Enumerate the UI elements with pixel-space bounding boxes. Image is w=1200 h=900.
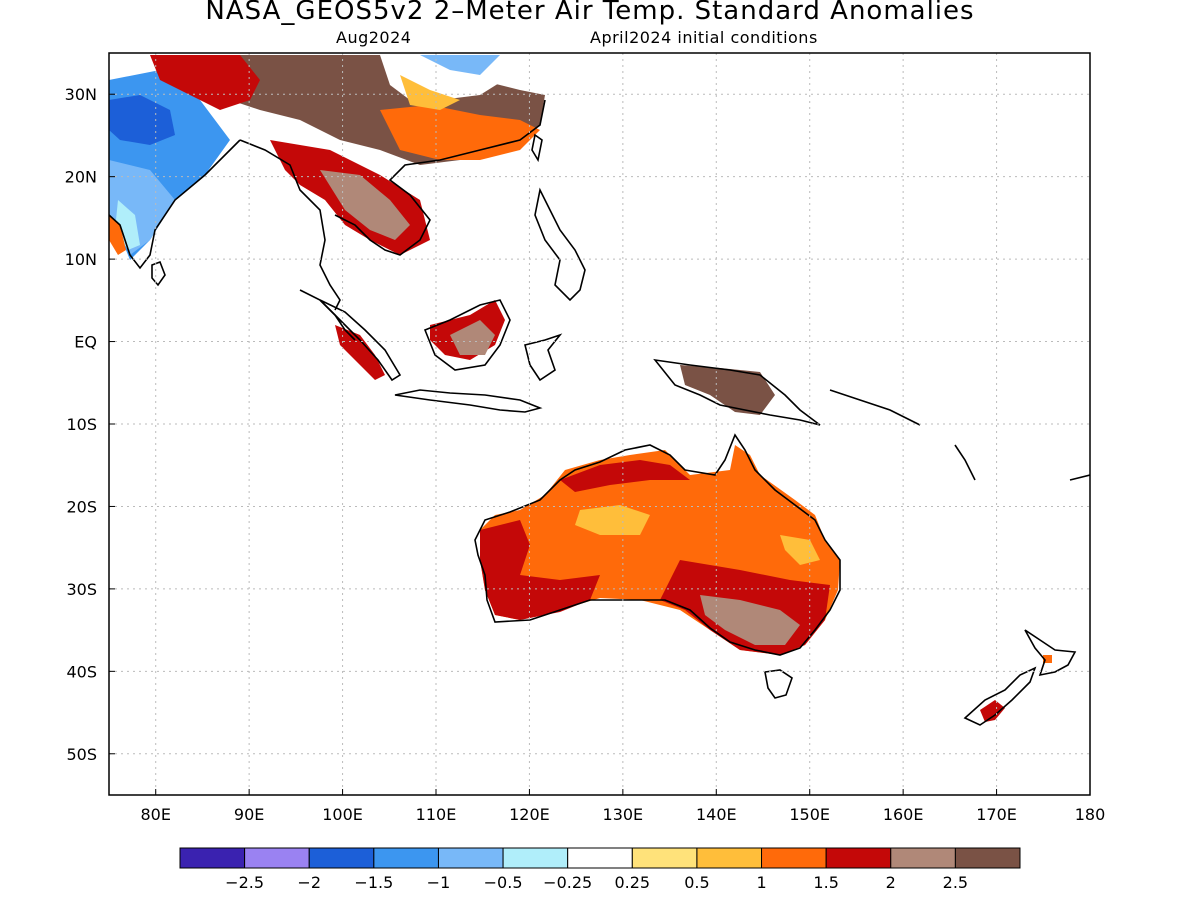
coastlines bbox=[109, 99, 1090, 726]
tasmania-coast bbox=[764, 669, 793, 699]
lon-tick-label: 180 bbox=[1075, 805, 1106, 824]
northeast-yellow bbox=[400, 75, 460, 110]
colorbar-swatch bbox=[308, 847, 375, 869]
northeast-blue bbox=[420, 55, 500, 75]
south-china-anomaly bbox=[380, 105, 540, 160]
lat-tick-label: 30S bbox=[66, 580, 97, 599]
lon-tick-label: 100E bbox=[322, 805, 363, 824]
colorbar-label: −2.5 bbox=[225, 873, 264, 892]
java-coast bbox=[394, 389, 543, 413]
colorbar-swatch bbox=[244, 847, 310, 869]
philippines-coast bbox=[534, 187, 586, 302]
colorbar-swatch bbox=[631, 847, 698, 869]
indochina-coast bbox=[239, 139, 341, 311]
colorbar-label: −1.5 bbox=[354, 873, 393, 892]
borneo-brown bbox=[450, 320, 495, 355]
colorbar-label: 2.5 bbox=[943, 873, 968, 892]
lat-tick-label: 20S bbox=[66, 497, 97, 516]
lat-tick-label: EQ bbox=[74, 333, 97, 352]
lat-tick-label: 30N bbox=[65, 85, 97, 104]
indochina-brown bbox=[320, 170, 410, 240]
colorbar-label: −2 bbox=[297, 873, 321, 892]
new-guinea-anomaly bbox=[680, 365, 775, 415]
colorbar-swatch bbox=[890, 847, 956, 869]
borneo-coast bbox=[423, 299, 511, 371]
anomaly-shading bbox=[109, 55, 1052, 722]
vanuatu-coast bbox=[954, 444, 976, 481]
initial-conditions: April2024 initial conditions bbox=[590, 28, 818, 47]
lat-tick-label: 10N bbox=[65, 250, 97, 269]
lon-tick-label: 150E bbox=[789, 805, 830, 824]
lat-tick-label: 40S bbox=[66, 662, 97, 681]
sumatra-coast bbox=[319, 299, 402, 382]
tibet-strong-anomaly bbox=[150, 55, 260, 110]
map-title: NASA_GEOS5v2 2–Meter Air Temp. Standard … bbox=[205, 0, 975, 26]
map-frame bbox=[108, 52, 1091, 796]
colorbar-label: 2 bbox=[886, 873, 896, 892]
colorbar bbox=[179, 847, 1021, 869]
solomon-coast bbox=[829, 389, 921, 426]
colorbar-label: 0.5 bbox=[684, 873, 709, 892]
india-warm-edge bbox=[109, 215, 126, 255]
colorbar-swatch bbox=[567, 847, 633, 869]
colorbar-swatch bbox=[179, 847, 246, 869]
lon-tick-label: 110E bbox=[416, 805, 457, 824]
lon-tick-label: 90E bbox=[234, 805, 264, 824]
taiwan-coast bbox=[531, 133, 543, 163]
colorbar-swatch bbox=[761, 847, 827, 869]
lon-tick-label: 140E bbox=[696, 805, 737, 824]
fiji-coast bbox=[1069, 474, 1090, 481]
india-coast bbox=[109, 139, 241, 270]
colorbar-swatch bbox=[502, 847, 569, 869]
australia-north-anomaly bbox=[560, 460, 690, 492]
malay-coast bbox=[299, 289, 356, 341]
lon-tick-label: 120E bbox=[509, 805, 550, 824]
australia-southeast-brown bbox=[700, 595, 800, 645]
colorbar-label: −1 bbox=[427, 873, 451, 892]
graticule bbox=[109, 53, 1090, 795]
colorbar-labels: −2.5 −2 −1.5 −1 −0.5 −0.25 0.25 0.5 1 1.5 2 2.5 bbox=[225, 873, 968, 892]
lat-tick-label: 20N bbox=[65, 168, 97, 187]
nz-north-coast bbox=[1024, 629, 1077, 677]
colorbar-label: 1.5 bbox=[813, 873, 838, 892]
lat-tick-label: 50S bbox=[66, 745, 97, 764]
nz-south-coast bbox=[963, 666, 1037, 726]
sulawesi-coast bbox=[524, 333, 563, 382]
australia-west-anomaly bbox=[480, 520, 600, 620]
colorbar-label: 0.25 bbox=[614, 873, 650, 892]
sumatra-anomaly bbox=[335, 325, 385, 380]
forecast-month: Aug2024 bbox=[336, 28, 412, 47]
colorbar-swatch bbox=[696, 847, 763, 869]
colorbar-label: 1 bbox=[756, 873, 766, 892]
australia-coast bbox=[474, 433, 841, 656]
colorbar-swatch bbox=[825, 847, 892, 869]
sri-lanka-coast bbox=[151, 260, 166, 287]
colorbar-label: −0.5 bbox=[484, 873, 523, 892]
latitude-ticks: 30N 20N 10N EQ 10S 20S 30S 40S 50S bbox=[65, 85, 115, 764]
colorbar-swatch bbox=[373, 847, 439, 869]
lat-tick-label: 10S bbox=[66, 415, 97, 434]
australia-light-anomaly bbox=[575, 505, 650, 535]
colorbar-label: −0.25 bbox=[543, 873, 592, 892]
lon-tick-label: 170E bbox=[976, 805, 1017, 824]
lon-tick-label: 160E bbox=[883, 805, 924, 824]
new-guinea-coast bbox=[653, 358, 821, 426]
lon-tick-label: 130E bbox=[603, 805, 644, 824]
longitude-ticks: 80E 90E 100E 110E 120E 130E 140E 150E 160E 170E 18… bbox=[140, 789, 1105, 824]
lon-tick-label: 80E bbox=[140, 805, 170, 824]
colorbar-swatch bbox=[954, 847, 1021, 869]
colorbar-swatch bbox=[437, 847, 504, 869]
nz-anomaly bbox=[980, 700, 1005, 722]
gulf-thailand-coast bbox=[334, 99, 546, 256]
india-anomaly-core bbox=[109, 95, 175, 145]
